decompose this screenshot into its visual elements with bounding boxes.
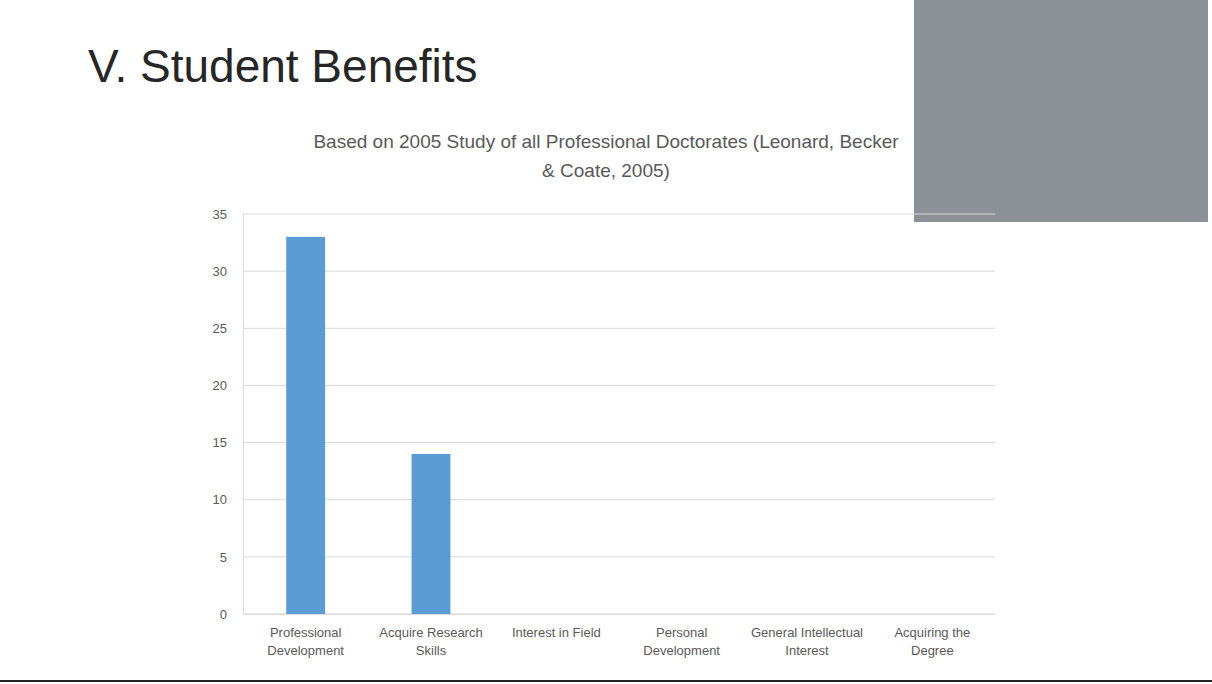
- x-tick-label-line: Interest in Field: [512, 625, 601, 640]
- y-tick-label: 0: [220, 607, 227, 622]
- y-tick-label: 20: [213, 378, 227, 393]
- x-tick-label-line: Interest: [785, 643, 829, 658]
- slide: V. Student Benefits Based on 2005 Study o…: [0, 0, 1212, 684]
- x-tick-label-line: Development: [643, 643, 720, 658]
- x-tick-label-line: Personal: [656, 625, 707, 640]
- grid-line: [243, 328, 995, 329]
- x-tick-label: Professional Development: [267, 625, 344, 658]
- x-tick-label-line: General Intellectual: [751, 625, 863, 640]
- y-tick: 15: [213, 435, 243, 450]
- y-tick: 30: [213, 264, 243, 279]
- x-tick-label: Personal Development: [643, 625, 720, 658]
- x-tick: Acquire Research Skills: [379, 614, 482, 658]
- background: [0, 0, 1212, 684]
- x-tick-label-line: Development: [267, 643, 344, 658]
- grid-line: [243, 385, 995, 386]
- y-tick-label: 10: [213, 492, 227, 507]
- x-tick-label-line: Skills: [416, 643, 447, 658]
- y-tick-label: 25: [213, 321, 227, 336]
- slide-border: [0, 680, 1212, 682]
- grid-line: [243, 556, 995, 557]
- grid-line: [243, 614, 995, 615]
- chart-title: Based on 2005 Study of all Professional …: [313, 131, 899, 181]
- x-axis: Professional Development Acquire Research S…: [244, 614, 996, 658]
- x-tick-label-line: Degree: [911, 643, 954, 658]
- x-axis-line: [244, 614, 996, 615]
- grid-line: [243, 442, 995, 443]
- y-tick-label: 5: [220, 550, 227, 565]
- grid: [243, 214, 995, 614]
- y-tick: 10: [213, 492, 243, 507]
- x-tick-label-line: Acquiring the: [894, 625, 970, 640]
- bar: [286, 237, 325, 614]
- chart-title-line: Based on 2005 Study of all Professional …: [313, 131, 899, 152]
- x-tick-label: Interest in Field: [512, 625, 601, 640]
- x-tick: Personal Development: [643, 614, 720, 658]
- slide-title: V. Student Benefits: [88, 40, 478, 92]
- grid-line: [243, 214, 995, 215]
- x-tick-label: Acquiring the Degree: [894, 625, 970, 658]
- grid-line: [243, 499, 995, 500]
- y-tick: 0: [220, 607, 243, 622]
- y-tick: 35: [213, 207, 243, 222]
- y-tick-label: 35: [213, 207, 227, 222]
- y-tick-label: 30: [213, 264, 227, 279]
- y-tick: 25: [213, 321, 243, 336]
- y-tick-label: 15: [213, 435, 227, 450]
- y-axis: 0 5 10 15 20 25 30 35: [213, 207, 244, 622]
- x-tick-label-line: Professional: [270, 625, 342, 640]
- x-tick: General Intellectual Interest: [751, 614, 863, 658]
- bars: [286, 237, 450, 614]
- y-tick: 5: [220, 550, 243, 565]
- x-tick: Acquiring the Degree: [894, 614, 970, 658]
- grid-line: [243, 271, 995, 272]
- webcam-frame: [914, 0, 1208, 222]
- x-tick: Professional Development: [267, 614, 344, 658]
- x-tick-label: General Intellectual Interest: [751, 625, 863, 658]
- y-axis-line: [243, 215, 244, 615]
- y-tick: 20: [213, 378, 243, 393]
- chart-title-line: & Coate, 2005): [542, 160, 670, 181]
- x-tick-label: Acquire Research Skills: [379, 625, 482, 658]
- x-tick: Interest in Field: [512, 614, 601, 640]
- bar: [412, 454, 451, 614]
- x-tick-label-line: Acquire Research: [379, 625, 482, 640]
